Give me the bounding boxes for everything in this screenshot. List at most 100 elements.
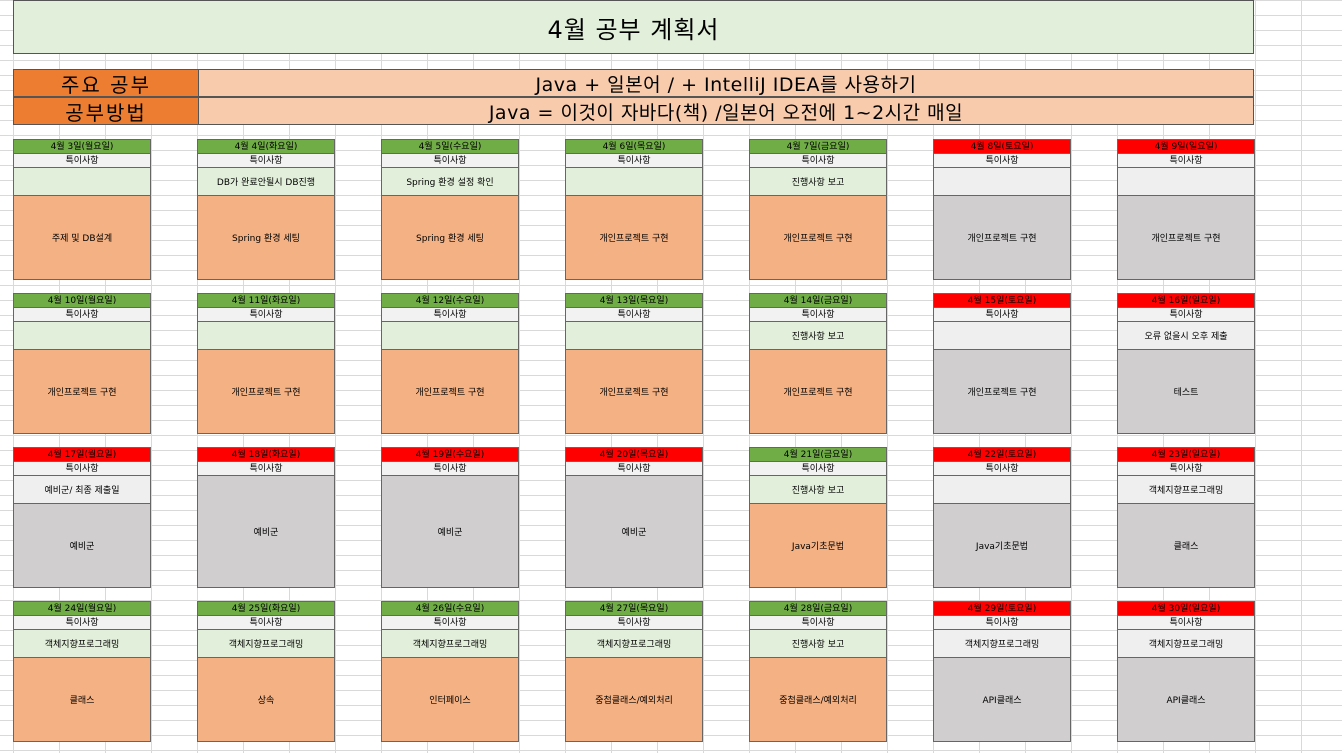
day-memo[interactable] bbox=[1118, 168, 1254, 196]
memo-header[interactable]: 특이사항 bbox=[14, 616, 150, 630]
day-date[interactable]: 4월 4일(화요일) bbox=[198, 140, 334, 154]
day-date[interactable]: 4월 17일(월요일) bbox=[14, 448, 150, 462]
memo-header[interactable]: 특이사항 bbox=[934, 154, 1070, 168]
day-memo[interactable] bbox=[934, 168, 1070, 196]
day-card[interactable]: 4월 28일(금요일) 특이사항 진행사항 보고 중첩클래스/예외처리 bbox=[749, 601, 887, 742]
memo-header[interactable]: 특이사항 bbox=[382, 154, 518, 168]
day-card[interactable]: 4월 22일(토요일) 특이사항 Java기초문법 bbox=[933, 447, 1071, 588]
day-card[interactable]: 4월 15일(토요일) 특이사항 개인프로젝트 구현 bbox=[933, 293, 1071, 434]
memo-header[interactable]: 특이사항 bbox=[1118, 462, 1254, 476]
day-date[interactable]: 4월 27일(목요일) bbox=[566, 602, 702, 616]
day-card[interactable]: 4월 24일(월요일) 특이사항 객체지향프로그래밍 클래스 bbox=[13, 601, 151, 742]
memo-header[interactable]: 특이사항 bbox=[198, 616, 334, 630]
day-memo[interactable]: 진행사항 보고 bbox=[750, 476, 886, 504]
day-memo[interactable] bbox=[14, 168, 150, 196]
memo-header[interactable]: 특이사항 bbox=[382, 616, 518, 630]
day-card[interactable]: 4월 25일(화요일) 특이사항 객체지향프로그래밍 상속 bbox=[197, 601, 335, 742]
day-task[interactable]: 개인프로젝트 구현 bbox=[934, 196, 1070, 279]
day-task[interactable]: 개인프로젝트 구현 bbox=[566, 196, 702, 279]
sheet-title[interactable]: 4월 공부 계획서 bbox=[13, 0, 1254, 54]
memo-header[interactable]: 특이사항 bbox=[382, 462, 518, 476]
day-date[interactable]: 4월 20일(목요일) bbox=[566, 448, 702, 462]
day-memo[interactable]: 객체지향프로그래밍 bbox=[382, 630, 518, 658]
day-date[interactable]: 4월 14일(금요일) bbox=[750, 294, 886, 308]
day-task[interactable]: 인터페이스 bbox=[382, 658, 518, 741]
day-task[interactable]: 중첩클래스/예외처리 bbox=[750, 658, 886, 741]
day-date[interactable]: 4월 9일(일요일) bbox=[1118, 140, 1254, 154]
memo-header[interactable]: 특이사항 bbox=[382, 308, 518, 322]
day-task[interactable]: 개인프로젝트 구현 bbox=[14, 350, 150, 433]
day-card[interactable]: 4월 7일(금요일) 특이사항 진행사항 보고 개인프로젝트 구현 bbox=[749, 139, 887, 280]
memo-header[interactable]: 특이사항 bbox=[198, 462, 334, 476]
day-memo[interactable] bbox=[934, 476, 1070, 504]
day-memo[interactable]: 오류 없을시 오후 제출 bbox=[1118, 322, 1254, 350]
day-memo[interactable]: 진행사항 보고 bbox=[750, 322, 886, 350]
memo-header[interactable]: 특이사항 bbox=[14, 462, 150, 476]
day-date[interactable]: 4월 13일(목요일) bbox=[566, 294, 702, 308]
day-card[interactable]: 4월 5일(수요일) 특이사항 Spring 환경 설정 확인 Spring 환경 세… bbox=[381, 139, 519, 280]
day-card[interactable]: 4월 18일(화요일) 특이사항 예비군 bbox=[197, 447, 335, 588]
day-memo[interactable]: 객체지향프로그래밍 bbox=[1118, 630, 1254, 658]
day-card[interactable]: 4월 30일(일요일) 특이사항 객체지향프로그래밍 API클래스 bbox=[1117, 601, 1255, 742]
day-card[interactable]: 4월 17일(월요일) 특이사항 예비군/ 최종 제출일 예비군 bbox=[13, 447, 151, 588]
day-memo[interactable]: 객체지향프로그래밍 bbox=[1118, 476, 1254, 504]
day-date[interactable]: 4월 3일(월요일) bbox=[14, 140, 150, 154]
day-task[interactable]: 중첩클래스/예외처리 bbox=[566, 658, 702, 741]
day-date[interactable]: 4월 24일(월요일) bbox=[14, 602, 150, 616]
memo-header[interactable]: 특이사항 bbox=[566, 154, 702, 168]
day-date[interactable]: 4월 29일(토요일) bbox=[934, 602, 1070, 616]
day-memo[interactable] bbox=[382, 322, 518, 350]
day-task[interactable]: API클래스 bbox=[1118, 658, 1254, 741]
info-row-study-method[interactable]: 공부방법 Java = 이것이 자바다(책) /일본어 오전에 1~2시간 매일 bbox=[13, 97, 1254, 125]
day-card[interactable]: 4월 29일(토요일) 특이사항 객체지향프로그래밍 API클래스 bbox=[933, 601, 1071, 742]
day-date[interactable]: 4월 12일(수요일) bbox=[382, 294, 518, 308]
day-date[interactable]: 4월 19일(수요일) bbox=[382, 448, 518, 462]
day-task[interactable]: 주제 및 DB설계 bbox=[14, 196, 150, 279]
day-date[interactable]: 4월 10일(월요일) bbox=[14, 294, 150, 308]
day-card[interactable]: 4월 23일(일요일) 특이사항 객체지향프로그래밍 클래스 bbox=[1117, 447, 1255, 588]
day-memo[interactable]: 예비군/ 최종 제출일 bbox=[14, 476, 150, 504]
day-date[interactable]: 4월 15일(토요일) bbox=[934, 294, 1070, 308]
memo-header[interactable]: 특이사항 bbox=[566, 308, 702, 322]
day-memo[interactable]: 객체지향프로그래밍 bbox=[14, 630, 150, 658]
day-task[interactable]: 개인프로젝트 구현 bbox=[750, 350, 886, 433]
day-task[interactable]: Spring 환경 세팅 bbox=[382, 196, 518, 279]
day-card[interactable]: 4월 3일(월요일) 특이사항 주제 및 DB설계 bbox=[13, 139, 151, 280]
memo-header[interactable]: 특이사항 bbox=[14, 308, 150, 322]
day-task[interactable]: Java기초문법 bbox=[934, 504, 1070, 587]
day-task[interactable]: Spring 환경 세팅 bbox=[198, 196, 334, 279]
day-task[interactable]: 상속 bbox=[198, 658, 334, 741]
day-memo[interactable] bbox=[934, 322, 1070, 350]
day-task[interactable]: 예비군 bbox=[14, 504, 150, 587]
day-task[interactable]: 개인프로젝트 구현 bbox=[750, 196, 886, 279]
memo-header[interactable]: 특이사항 bbox=[198, 308, 334, 322]
memo-header[interactable]: 특이사항 bbox=[1118, 616, 1254, 630]
day-date[interactable]: 4월 6일(목요일) bbox=[566, 140, 702, 154]
info-row-main-study[interactable]: 주요 공부 Java + 일본어 / + IntelliJ IDEA를 사용하기 bbox=[13, 69, 1254, 97]
day-date[interactable]: 4월 16일(일요일) bbox=[1118, 294, 1254, 308]
day-memo[interactable] bbox=[566, 168, 702, 196]
day-task[interactable]: API클래스 bbox=[934, 658, 1070, 741]
day-task[interactable]: 예비군 bbox=[382, 476, 518, 587]
info-value-main-study[interactable]: Java + 일본어 / + IntelliJ IDEA를 사용하기 bbox=[199, 70, 1253, 96]
day-date[interactable]: 4월 21일(금요일) bbox=[750, 448, 886, 462]
day-memo[interactable]: Spring 환경 설정 확인 bbox=[382, 168, 518, 196]
memo-header[interactable]: 특이사항 bbox=[198, 154, 334, 168]
day-memo[interactable] bbox=[198, 322, 334, 350]
day-card[interactable]: 4월 16일(일요일) 특이사항 오류 없을시 오후 제출 테스트 bbox=[1117, 293, 1255, 434]
day-task[interactable]: 개인프로젝트 구현 bbox=[566, 350, 702, 433]
day-date[interactable]: 4월 8일(토요일) bbox=[934, 140, 1070, 154]
day-card[interactable]: 4월 12일(수요일) 특이사항 개인프로젝트 구현 bbox=[381, 293, 519, 434]
day-date[interactable]: 4월 23일(일요일) bbox=[1118, 448, 1254, 462]
memo-header[interactable]: 특이사항 bbox=[750, 308, 886, 322]
memo-header[interactable]: 특이사항 bbox=[750, 616, 886, 630]
day-memo[interactable]: 객체지향프로그래밍 bbox=[566, 630, 702, 658]
day-memo[interactable] bbox=[14, 322, 150, 350]
memo-header[interactable]: 특이사항 bbox=[934, 616, 1070, 630]
day-date[interactable]: 4월 26일(수요일) bbox=[382, 602, 518, 616]
day-task[interactable]: 예비군 bbox=[566, 476, 702, 587]
